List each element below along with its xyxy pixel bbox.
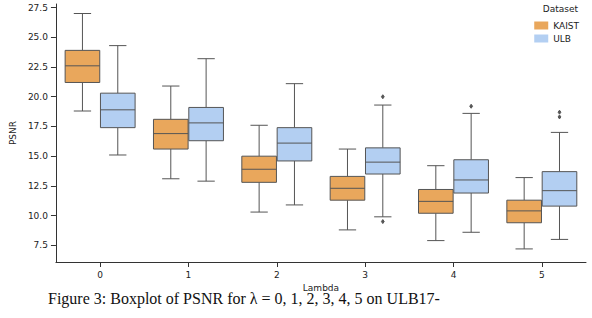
svg-text:Figure 3: Boxplot of PSNR for: Figure 3: Boxplot of PSNR for λ = 0, 1, … bbox=[48, 290, 440, 308]
svg-text:22.5: 22.5 bbox=[28, 62, 48, 72]
svg-text:1: 1 bbox=[186, 270, 192, 280]
svg-text:27.5: 27.5 bbox=[28, 3, 48, 13]
svg-text:ULB: ULB bbox=[553, 34, 571, 44]
svg-text:0: 0 bbox=[97, 270, 103, 280]
svg-text:Dataset: Dataset bbox=[543, 4, 579, 14]
svg-text:2: 2 bbox=[274, 270, 280, 280]
svg-text:17.5: 17.5 bbox=[28, 121, 48, 131]
svg-text:KAIST: KAIST bbox=[553, 21, 579, 31]
svg-text:4: 4 bbox=[451, 270, 457, 280]
svg-text:15.0: 15.0 bbox=[28, 151, 48, 161]
svg-text:7.5: 7.5 bbox=[34, 240, 48, 250]
svg-text:10.0: 10.0 bbox=[28, 211, 48, 221]
svg-text:5: 5 bbox=[539, 270, 545, 280]
svg-text:20.0: 20.0 bbox=[28, 92, 48, 102]
svg-text:25.0: 25.0 bbox=[28, 32, 48, 42]
svg-text:3: 3 bbox=[362, 270, 368, 280]
svg-text:Lambda: Lambda bbox=[303, 283, 339, 293]
svg-text:12.5: 12.5 bbox=[28, 181, 48, 191]
svg-text:PSNR: PSNR bbox=[8, 121, 18, 145]
